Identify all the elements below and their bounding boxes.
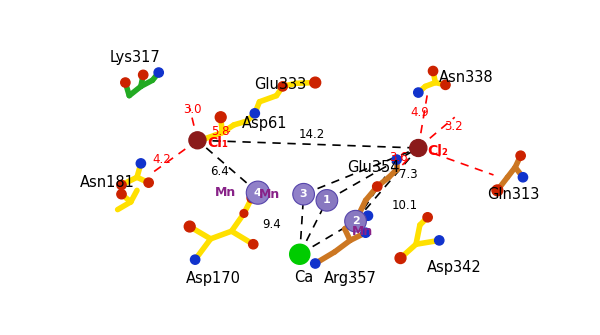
- Text: Mn: Mn: [259, 188, 280, 201]
- Text: 7.3: 7.3: [399, 169, 418, 182]
- Circle shape: [154, 68, 163, 77]
- Text: 1: 1: [323, 195, 331, 205]
- Circle shape: [250, 109, 259, 118]
- Circle shape: [361, 228, 370, 237]
- Text: 3: 3: [300, 189, 307, 199]
- Circle shape: [136, 159, 146, 168]
- Circle shape: [215, 112, 226, 123]
- Text: 14.2: 14.2: [298, 128, 325, 141]
- Text: Arg357: Arg357: [323, 271, 377, 286]
- Circle shape: [373, 182, 382, 191]
- Text: Lys317: Lys317: [110, 50, 161, 65]
- Circle shape: [247, 193, 256, 203]
- Text: Cl₁: Cl₁: [207, 136, 228, 150]
- Text: Mn: Mn: [215, 186, 236, 199]
- Circle shape: [516, 151, 525, 160]
- Circle shape: [395, 253, 406, 264]
- Circle shape: [246, 181, 269, 204]
- Circle shape: [139, 70, 148, 79]
- Text: 5.8: 5.8: [211, 125, 229, 138]
- Text: Asn338: Asn338: [439, 70, 494, 85]
- Circle shape: [310, 77, 320, 88]
- Text: Glu354: Glu354: [347, 160, 400, 175]
- Text: Mn: Mn: [352, 225, 373, 238]
- Text: Glu333: Glu333: [254, 77, 307, 91]
- Circle shape: [316, 190, 338, 211]
- Text: Cl₂: Cl₂: [428, 144, 449, 158]
- Circle shape: [184, 221, 195, 232]
- Text: 9.4: 9.4: [262, 218, 281, 231]
- Circle shape: [518, 173, 527, 182]
- Text: 4.9: 4.9: [410, 106, 429, 119]
- Circle shape: [441, 80, 450, 89]
- Circle shape: [434, 236, 444, 245]
- Circle shape: [117, 190, 126, 199]
- Text: 3.0: 3.0: [184, 103, 202, 116]
- Text: Asp61: Asp61: [242, 116, 287, 131]
- Circle shape: [121, 78, 130, 87]
- Circle shape: [410, 140, 427, 156]
- Circle shape: [423, 213, 432, 222]
- Circle shape: [290, 244, 310, 264]
- Circle shape: [144, 178, 153, 187]
- Text: Asp170: Asp170: [185, 271, 241, 286]
- Text: 4.2: 4.2: [152, 153, 171, 166]
- Text: 4: 4: [254, 188, 262, 198]
- Circle shape: [413, 88, 423, 97]
- Circle shape: [117, 180, 126, 190]
- Text: 6.4: 6.4: [210, 164, 229, 178]
- Circle shape: [392, 155, 401, 164]
- Circle shape: [311, 259, 320, 268]
- Circle shape: [428, 66, 438, 76]
- Text: 3.2: 3.2: [444, 120, 463, 133]
- Circle shape: [364, 211, 373, 220]
- Circle shape: [293, 184, 314, 205]
- Circle shape: [248, 240, 258, 249]
- Circle shape: [240, 210, 248, 217]
- Circle shape: [278, 82, 287, 91]
- Text: 2: 2: [352, 216, 359, 226]
- Text: Gln313: Gln313: [487, 187, 539, 202]
- Circle shape: [190, 255, 200, 264]
- Text: Asp342: Asp342: [427, 260, 482, 275]
- Text: Ca: Ca: [294, 270, 313, 285]
- Text: 10.1: 10.1: [391, 199, 418, 212]
- Text: 3.6: 3.6: [389, 151, 408, 164]
- Circle shape: [492, 185, 503, 196]
- Text: Asn181: Asn181: [80, 175, 135, 190]
- Circle shape: [344, 210, 367, 232]
- Circle shape: [189, 132, 206, 149]
